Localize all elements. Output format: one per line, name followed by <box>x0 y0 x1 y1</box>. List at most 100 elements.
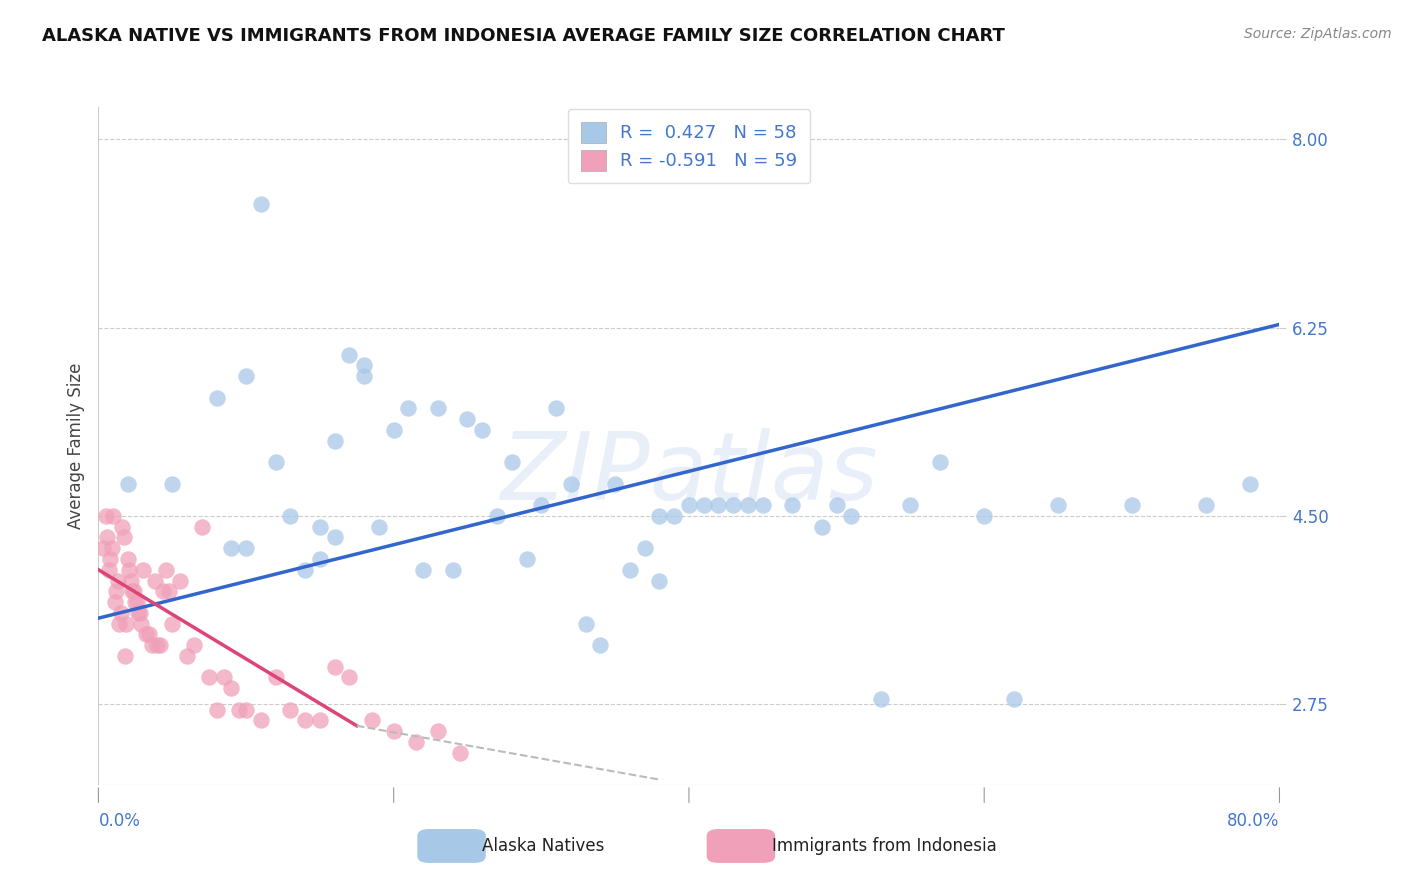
Point <box>146 638 169 652</box>
Point <box>235 369 257 384</box>
Point <box>546 401 568 416</box>
Point <box>149 638 172 652</box>
Point <box>405 735 427 749</box>
Point <box>648 574 671 588</box>
Point <box>589 638 612 652</box>
Point <box>228 703 250 717</box>
Point <box>169 574 191 588</box>
Point <box>825 498 848 512</box>
Point <box>212 670 235 684</box>
Point <box>94 508 117 523</box>
FancyBboxPatch shape <box>418 829 486 863</box>
Point <box>648 508 671 523</box>
Point <box>112 531 135 545</box>
Point <box>115 616 138 631</box>
Point <box>155 563 177 577</box>
Point <box>323 659 346 673</box>
Point <box>121 584 143 599</box>
Text: 0.0%: 0.0% <box>98 812 141 830</box>
Point <box>382 423 405 437</box>
Point <box>605 476 627 491</box>
Point <box>664 508 686 523</box>
Point <box>360 714 382 728</box>
Point <box>619 563 641 577</box>
Point <box>368 519 391 533</box>
Point <box>103 508 125 523</box>
Point <box>219 541 242 556</box>
Point <box>456 412 478 426</box>
Point <box>294 714 316 728</box>
Point <box>486 508 509 523</box>
Point <box>412 563 434 577</box>
Point <box>427 401 450 416</box>
Point <box>124 595 146 609</box>
Text: ALASKA NATIVE VS IMMIGRANTS FROM INDONESIA AVERAGE FAMILY SIZE CORRELATION CHART: ALASKA NATIVE VS IMMIGRANTS FROM INDONES… <box>42 27 1005 45</box>
Point <box>737 498 759 512</box>
Point <box>869 691 891 706</box>
Point <box>117 476 139 491</box>
Point <box>294 563 316 577</box>
Point <box>323 531 346 545</box>
Point <box>122 584 145 599</box>
Point <box>107 574 129 588</box>
Point <box>353 369 375 384</box>
Point <box>278 508 302 523</box>
Point <box>91 541 114 556</box>
Point <box>928 455 950 469</box>
Point <box>141 638 163 652</box>
Point <box>100 541 122 556</box>
Point <box>132 563 155 577</box>
Point <box>1121 498 1143 512</box>
Point <box>264 455 287 469</box>
Point <box>339 670 360 684</box>
Text: 80.0%: 80.0% <box>1227 812 1279 830</box>
Point <box>900 498 922 512</box>
Point <box>441 563 464 577</box>
Y-axis label: Average Family Size: Average Family Size <box>66 363 84 529</box>
Point <box>127 606 149 620</box>
Point <box>183 638 205 652</box>
Point <box>125 595 148 609</box>
Point <box>117 552 139 566</box>
Point <box>235 541 257 556</box>
Point <box>560 476 582 491</box>
Point <box>841 508 863 523</box>
Point <box>633 541 655 556</box>
Legend: R =  0.427   N = 58, R = -0.591   N = 59: R = 0.427 N = 58, R = -0.591 N = 59 <box>568 110 810 184</box>
Point <box>176 648 198 663</box>
Point <box>250 714 273 728</box>
Point <box>219 681 242 695</box>
Point <box>110 606 132 620</box>
Point <box>973 508 995 523</box>
Point <box>1046 498 1069 512</box>
Point <box>105 584 128 599</box>
Text: Source: ZipAtlas.com: Source: ZipAtlas.com <box>1244 27 1392 41</box>
Point <box>98 552 121 566</box>
Text: ZIPatlas: ZIPatlas <box>501 427 877 518</box>
Point <box>128 606 150 620</box>
Point <box>501 455 523 469</box>
Point <box>782 498 804 512</box>
Point <box>427 724 450 739</box>
Point <box>135 627 157 641</box>
Point <box>1239 476 1261 491</box>
Point <box>250 197 273 211</box>
Point <box>530 498 553 512</box>
Point <box>143 574 166 588</box>
Point <box>157 584 180 599</box>
Point <box>120 574 142 588</box>
Point <box>138 627 160 641</box>
Point <box>114 648 136 663</box>
Text: Immigrants from Indonesia: Immigrants from Indonesia <box>772 837 997 855</box>
Point <box>129 616 152 631</box>
Point <box>104 595 127 609</box>
Point <box>810 519 832 533</box>
Point <box>339 347 360 361</box>
Point <box>471 423 494 437</box>
Point <box>693 498 716 512</box>
Point <box>751 498 773 512</box>
Text: Alaska Natives: Alaska Natives <box>482 837 605 855</box>
Point <box>707 498 730 512</box>
Point <box>396 401 419 416</box>
Point <box>678 498 700 512</box>
